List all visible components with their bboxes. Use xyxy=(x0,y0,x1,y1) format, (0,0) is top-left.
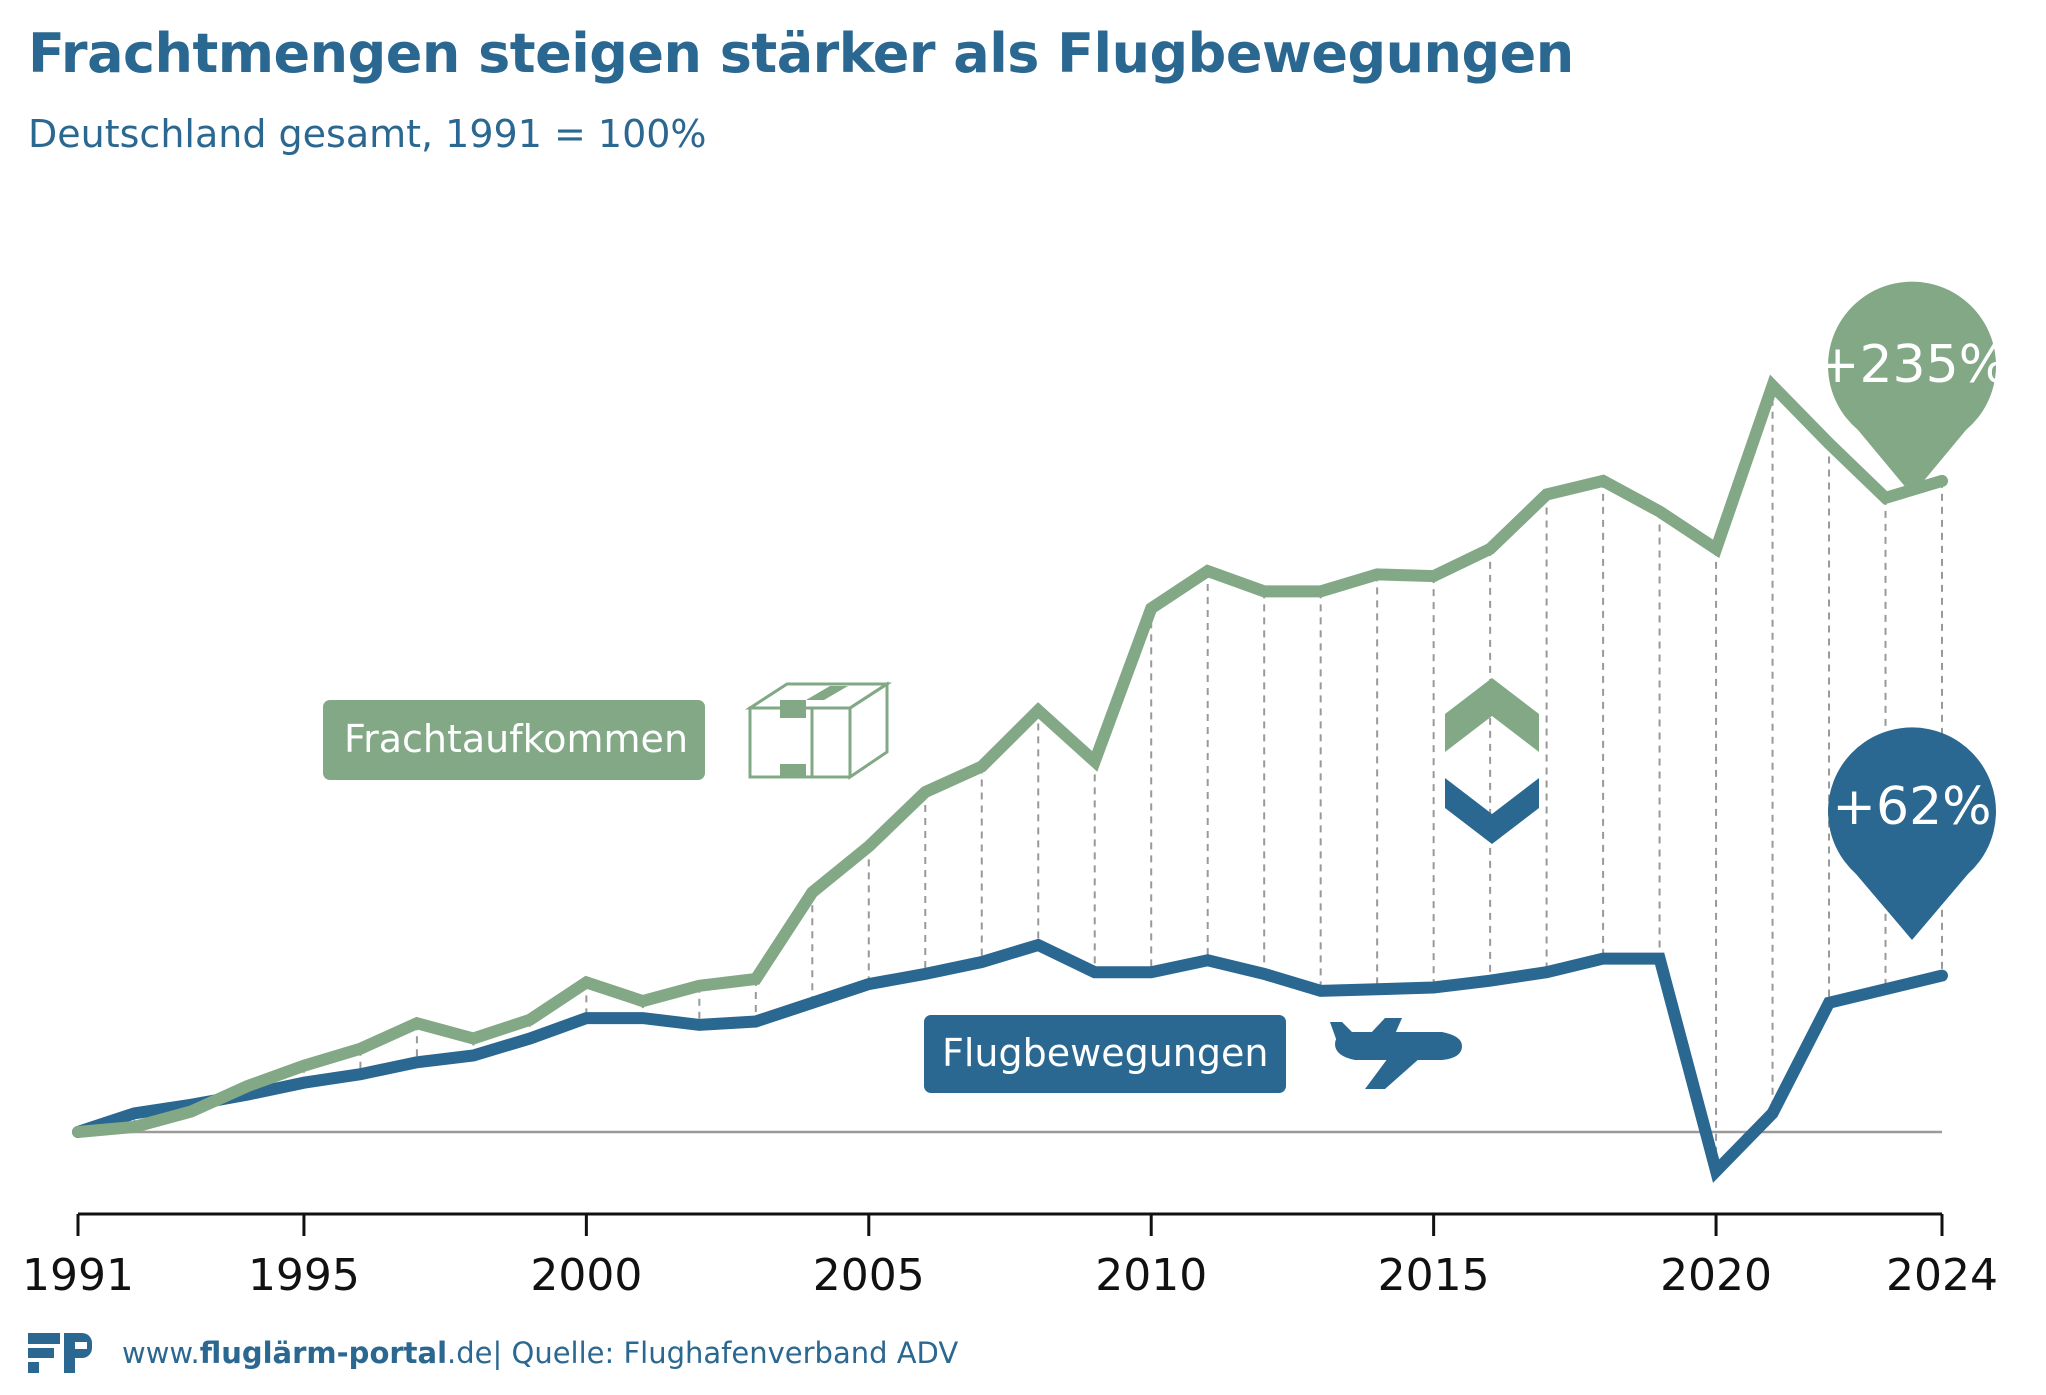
x-tick-label-2010: 2010 xyxy=(1095,1250,1207,1301)
fracht-label-bg xyxy=(323,700,705,780)
double-chevron-icon xyxy=(1445,678,1539,844)
fracht-line xyxy=(72,374,1948,1138)
x-tick-label-2000: 2000 xyxy=(530,1250,642,1301)
flug-label-bg xyxy=(924,1015,1286,1093)
footer-url-suffix[interactable]: .de xyxy=(447,1336,493,1370)
flug-line xyxy=(72,938,1948,1183)
fracht-pin: +235% xyxy=(1816,281,2008,495)
fracht-pin-label: +235% xyxy=(1816,335,2008,395)
chart-title: Frachtmengen steigen stärker als Flugbew… xyxy=(28,22,1574,85)
x-axis: 1991 1995 2000 2005 2010 2015 2020 2024 xyxy=(22,1212,1998,1301)
footer-url-bold[interactable]: fluglärm-portal xyxy=(199,1336,448,1370)
airplane-icon xyxy=(1330,1018,1462,1089)
x-tick-label-2015: 2015 xyxy=(1378,1250,1490,1301)
footer: www. fluglärm-portal .de | Quelle: Flughaf… xyxy=(28,1330,958,1376)
x-tick-label-2020: 2020 xyxy=(1660,1250,1772,1301)
x-tick-label-1995: 1995 xyxy=(248,1250,360,1301)
x-tick-label-2005: 2005 xyxy=(813,1250,925,1301)
box-icon xyxy=(744,681,893,780)
fracht-label: Frachtaufkommen xyxy=(323,700,705,780)
x-tick-label-1991: 1991 xyxy=(22,1250,134,1301)
flug-pin-label: +62% xyxy=(1832,777,1991,837)
series-lines xyxy=(72,374,1948,1183)
fp-logo xyxy=(28,1333,92,1373)
flug-label: Flugbewegungen xyxy=(924,1015,1286,1093)
chart-subtitle: Deutschland gesamt, 1991 = 100% xyxy=(28,112,707,156)
footer-source: | Quelle: Flughafenverband ADV xyxy=(492,1336,959,1370)
x-tick-label-2024: 2024 xyxy=(1886,1250,1998,1301)
fracht-label-text: Frachtaufkommen xyxy=(344,717,688,761)
flug-pin: +62% xyxy=(1828,727,1996,940)
flug-label-text: Flugbewegungen xyxy=(942,1031,1268,1075)
footer-url-prefix[interactable]: www. xyxy=(122,1336,200,1370)
